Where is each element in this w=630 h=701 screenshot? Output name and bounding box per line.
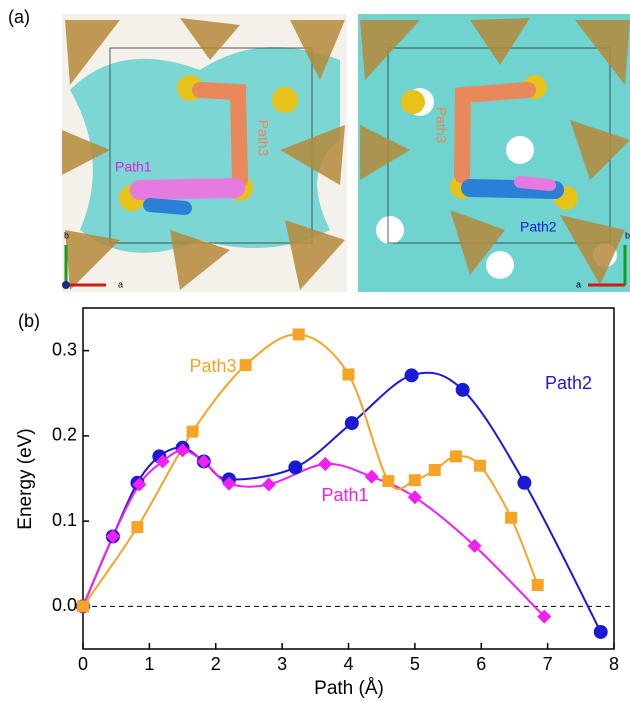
marker — [429, 464, 441, 476]
x-tick-label: 4 — [343, 654, 353, 674]
x-tick-label: 2 — [211, 654, 221, 674]
marker — [405, 368, 419, 382]
path-label: Path1 — [115, 159, 152, 175]
x-tick-label: 5 — [410, 654, 420, 674]
path-label: Path3 — [255, 120, 271, 157]
y-tick-label: 0.0 — [52, 595, 77, 615]
marker — [505, 512, 517, 524]
marker — [345, 416, 359, 430]
y-tick-label: 0.3 — [52, 339, 77, 359]
marker — [450, 450, 462, 462]
x-tick-label: 7 — [543, 654, 553, 674]
y-tick-label: 0.1 — [52, 510, 77, 530]
y-axis-label: Energy (eV) — [15, 428, 36, 529]
marker — [288, 460, 302, 474]
x-tick-label: 3 — [277, 654, 287, 674]
x-tick-label: 1 — [144, 654, 154, 674]
marker — [262, 477, 276, 491]
marker — [456, 383, 470, 397]
axis-letter: b — [64, 230, 69, 240]
plot-frame — [83, 308, 614, 649]
axis-letter: a — [576, 279, 581, 289]
x-tick-label: 6 — [476, 654, 486, 674]
marker — [409, 474, 421, 486]
series-label: Path3 — [189, 356, 236, 376]
series-label: Path1 — [321, 485, 368, 505]
series-line — [83, 450, 544, 616]
figure: (a) Path1 Path3 b a — [0, 0, 630, 701]
x-axis-label: Path (Å) — [314, 678, 384, 699]
marker — [293, 328, 305, 340]
x-tick-label: 8 — [609, 654, 619, 674]
panel-label: (a) — [8, 7, 30, 27]
panel-a: (a) Path1 Path3 b a — [8, 7, 630, 292]
marker — [532, 579, 544, 591]
path-label: Path3 — [433, 107, 449, 144]
axis-letter: a — [118, 279, 123, 289]
path-label: Path2 — [520, 219, 557, 235]
marker — [517, 476, 531, 490]
marker — [77, 600, 89, 612]
marker — [474, 460, 486, 472]
marker — [240, 359, 252, 371]
series-label: Path2 — [545, 373, 592, 393]
marker — [408, 490, 422, 504]
y-tick-label: 0.2 — [52, 425, 77, 445]
marker — [382, 475, 394, 487]
x-tick-label: 0 — [78, 654, 88, 674]
marker — [187, 426, 199, 438]
marker — [343, 368, 355, 380]
axis-letter: b — [625, 230, 630, 240]
marker — [594, 625, 608, 639]
panel-label: (b) — [18, 311, 40, 331]
marker — [131, 521, 143, 533]
panel-b: (b) Path (Å) Energy (eV) 0 1 2 3 4 5 6 7 8 0.0 0.1… — [15, 308, 619, 699]
marker — [365, 470, 379, 484]
marker — [318, 457, 332, 471]
